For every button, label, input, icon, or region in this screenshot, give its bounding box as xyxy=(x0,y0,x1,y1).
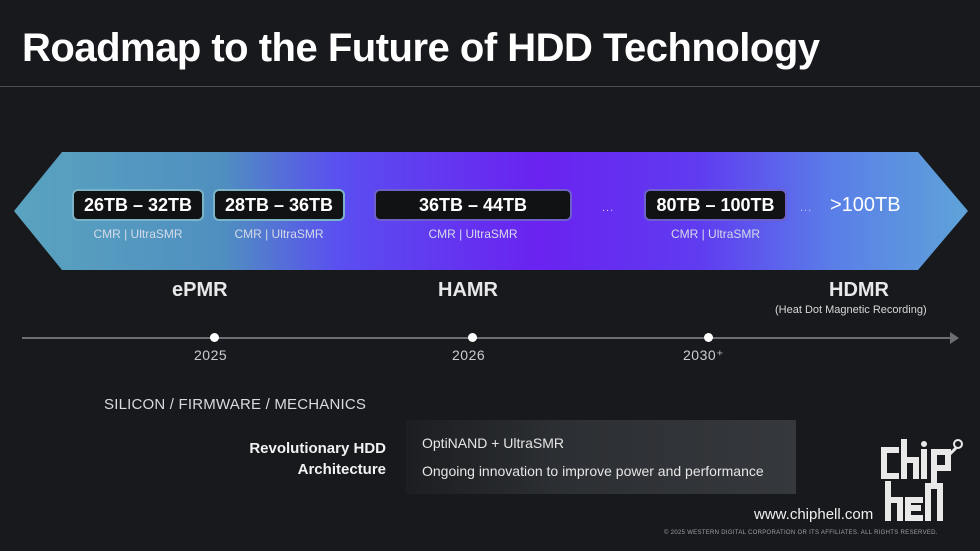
architecture-label-line2: Architecture xyxy=(297,461,386,478)
architecture-line-2: Ongoing innovation to improve power and … xyxy=(422,463,764,479)
timeline-year-2025: 2025 xyxy=(194,347,228,363)
architecture-label: Revolutionary HDD Architecture xyxy=(222,438,386,480)
tech-epmr: ePMR xyxy=(172,279,228,301)
final-capacity: >100TB xyxy=(830,194,901,216)
architecture-label-line1: Revolutionary HDD xyxy=(249,440,386,457)
capacity-badge-1: 26TB – 32TB xyxy=(72,189,204,221)
watermark-text: www.chiphell.com xyxy=(754,506,874,523)
capacity-badge-2: 28TB – 36TB xyxy=(213,189,345,221)
timeline-year-2026: 2026 xyxy=(452,347,486,363)
tech-hamr: HAMR xyxy=(438,279,498,301)
timeline-marker-2030 xyxy=(704,333,713,342)
ellipsis-1: ... xyxy=(602,202,615,214)
tech-hdmr: HDMR xyxy=(829,279,889,301)
timeline-arrow-icon xyxy=(950,332,959,344)
capacity-sub-2: CMR | UltraSMR xyxy=(234,227,324,241)
tech-hdmr-sub: (Heat Dot Magnetic Recording) xyxy=(775,304,927,316)
architecture-line-1: OptiNAND + UltraSMR xyxy=(422,435,564,451)
timeline-marker-2026 xyxy=(468,333,477,342)
title-divider xyxy=(0,86,980,87)
timeline-year-2030: 2030⁺ xyxy=(683,347,725,363)
section-label: SILICON / FIRMWARE / MECHANICS xyxy=(104,396,367,413)
timeline-marker-2025 xyxy=(210,333,219,342)
slide-title: Roadmap to the Future of HDD Technology xyxy=(22,26,820,70)
ellipsis-2: ... xyxy=(800,202,813,214)
capacity-sub-1: CMR | UltraSMR xyxy=(93,227,183,241)
capacity-badge-4: 80TB – 100TB xyxy=(644,189,787,221)
timeline-axis xyxy=(22,337,956,339)
chiphell-logo-icon xyxy=(881,439,963,521)
copyright-text: © 2025 WESTERN DIGITAL CORPORATION OR IT… xyxy=(664,530,938,536)
capacity-badge-3: 36TB – 44TB xyxy=(374,189,572,221)
capacity-sub-3: CMR | UltraSMR xyxy=(428,227,518,241)
architecture-panel xyxy=(406,420,796,494)
capacity-sub-4: CMR | UltraSMR xyxy=(670,227,761,241)
